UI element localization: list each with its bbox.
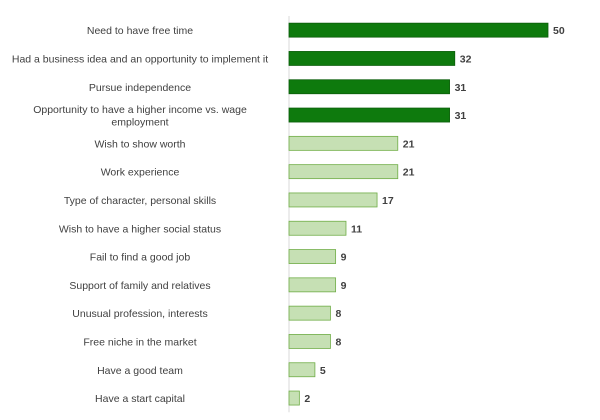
bar <box>288 249 337 264</box>
category-label-line: Opportunity to have a higher income vs. … <box>33 104 247 116</box>
data-label: 9 <box>341 252 347 264</box>
data-label: 21 <box>403 138 415 150</box>
category-label-line: Type of character, personal skills <box>64 195 216 207</box>
data-label: 11 <box>351 223 362 235</box>
category-label: Wish to show worth <box>94 138 185 150</box>
bar <box>288 305 331 321</box>
category-label-line: Work experience <box>101 167 180 179</box>
data-label: 31 <box>455 110 467 122</box>
category-label: Type of character, personal skills <box>64 195 216 207</box>
value-labels-group: 50 32 31 31 21 21 17 11 9 9 8 8 5 2 <box>304 25 564 405</box>
category-label: Free niche in the market <box>83 336 196 348</box>
category-label-line: Need to have free time <box>87 25 193 37</box>
category-label-line: Have a good team <box>97 365 183 377</box>
category-label: Opportunity to have a higher income vs. … <box>33 104 247 129</box>
category-label-line: Wish to show worth <box>94 138 185 150</box>
category-label-line: Have a start capital <box>95 393 185 405</box>
data-label: 21 <box>403 167 415 179</box>
bar <box>288 107 450 123</box>
bar <box>288 164 399 180</box>
bar <box>288 79 450 95</box>
bar <box>288 22 549 38</box>
category-label-line: Fail to find a good job <box>90 252 191 264</box>
data-label: 32 <box>460 53 472 65</box>
category-label: Need to have free time <box>87 25 193 37</box>
category-label: Have a good team <box>97 365 183 377</box>
bar <box>288 277 337 293</box>
category-label: Fail to find a good job <box>90 252 191 264</box>
bar <box>288 362 316 378</box>
bar <box>288 390 300 406</box>
category-label-line: Support of family and relatives <box>69 280 210 292</box>
bars-group <box>288 22 549 406</box>
category-label: Wish to have a higher social status <box>59 223 221 235</box>
category-label-line: Had a business idea and an opportunity t… <box>12 53 268 65</box>
category-label: Pursue independence <box>89 82 191 94</box>
category-label: Have a start capital <box>95 393 185 405</box>
bar <box>288 192 378 208</box>
bar <box>288 51 456 66</box>
data-label: 31 <box>455 82 467 94</box>
data-label: 5 <box>320 365 326 377</box>
data-label: 17 <box>382 195 394 207</box>
data-label: 8 <box>335 308 341 320</box>
category-label: Support of family and relatives <box>69 280 210 292</box>
data-label: 8 <box>335 336 341 348</box>
bar <box>288 135 399 151</box>
data-label: 9 <box>341 280 347 292</box>
category-label: Work experience <box>101 167 180 179</box>
category-label-line: Pursue independence <box>89 82 191 94</box>
bar <box>288 334 331 349</box>
category-label-line: employment <box>111 116 168 128</box>
bar <box>288 220 347 236</box>
data-label: 50 <box>553 25 565 37</box>
category-label-line: Wish to have a higher social status <box>59 223 221 235</box>
category-label-line: Unusual profession, interests <box>72 308 207 320</box>
category-label: Unusual profession, interests <box>72 308 207 320</box>
category-label-line: Free niche in the market <box>83 336 196 348</box>
data-label: 2 <box>304 393 310 405</box>
category-labels-group: Need to have free time Had a business ide… <box>12 25 268 405</box>
category-label: Had a business idea and an opportunity t… <box>12 53 268 65</box>
